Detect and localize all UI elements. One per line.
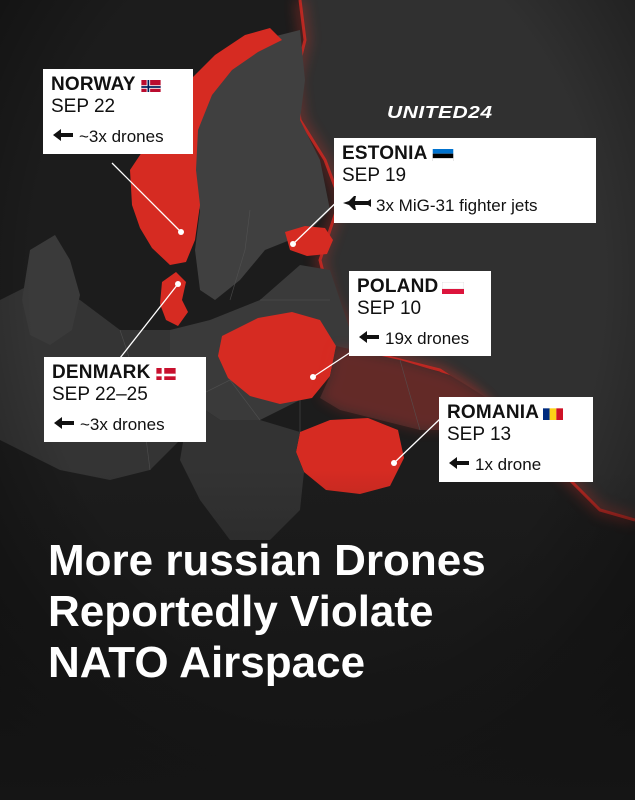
headline: More russian Drones Reportedly Violate N… <box>48 535 608 688</box>
poland-flag-icon <box>442 280 465 294</box>
norway-flag-icon <box>140 78 162 92</box>
incident-detail: 19x drones <box>385 329 470 348</box>
incident-date: SEP 10 <box>357 298 422 319</box>
drone-icon <box>447 454 471 476</box>
headline-line-2: Reportedly Violate <box>48 587 434 636</box>
incident-detail: ~3x drones <box>80 415 165 434</box>
drone-icon <box>52 414 76 436</box>
denmark-flag-icon <box>155 366 177 380</box>
incident-detail: 1x drone <box>475 455 542 474</box>
incident-date: SEP 22 <box>51 96 116 117</box>
callout-estonia: ESTONIA SEP 19 3x MiG-31 fighter jets <box>334 138 596 223</box>
drone-icon <box>357 328 381 350</box>
incident-date: SEP 19 <box>342 165 407 186</box>
incident-date: SEP 22–25 <box>52 384 148 405</box>
country-name: ROMANIA <box>447 402 540 423</box>
country-name: NORWAY <box>51 74 136 95</box>
callout-romania: ROMANIA SEP 13 1x drone <box>439 397 593 482</box>
romania-flag-icon <box>543 406 565 420</box>
incident-detail: 3x MiG-31 fighter jets <box>376 196 538 215</box>
incident-date: SEP 13 <box>447 424 512 445</box>
incident-detail: ~3x drones <box>79 127 164 146</box>
headline-line-1: More russian Drones <box>48 536 486 585</box>
headline-line-3: NATO Airspace <box>48 638 366 687</box>
callout-denmark: DENMARK SEP 22–25 ~3x drones <box>44 357 206 442</box>
callout-poland: POLAND SEP 10 19x drones <box>349 271 491 356</box>
drone-icon <box>51 126 75 148</box>
brand-logo: UNITED24 <box>387 102 493 123</box>
country-name: DENMARK <box>52 362 151 383</box>
callout-norway: NORWAY SEP 22 ~3x drones <box>43 69 193 154</box>
country-name: POLAND <box>357 276 439 297</box>
fighter-jet-icon <box>342 195 372 217</box>
estonia-flag-icon <box>432 147 454 161</box>
country-name: ESTONIA <box>342 143 428 164</box>
